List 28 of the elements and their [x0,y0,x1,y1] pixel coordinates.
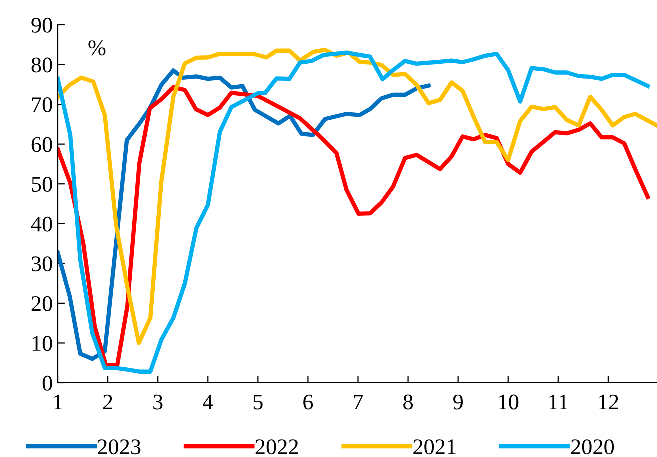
x-tick-label: 11 [550,394,568,410]
x-tick-label: 10 [499,394,519,410]
legend-label: 2020 [571,440,614,455]
x-tick-label: 4 [203,394,214,410]
x-tick-label: 8 [404,394,413,410]
x-tick-label: 9 [453,394,463,410]
x-tick-label: 3 [154,394,163,410]
y-tick-label: 40 [31,216,52,232]
y-tick-label: 30 [32,256,52,272]
x-tick-label: 5 [254,394,263,410]
y-tick-label: 0 [42,376,52,391]
y-tick-label: 50 [32,177,52,192]
y-tick-label: 70 [32,97,52,112]
legend-label: 2022 [256,440,298,455]
legend-label: 2023 [98,440,141,455]
legend-label: 2021 [414,440,456,455]
x-tick-label: 1 [54,394,62,410]
y-tick-label: 20 [32,296,52,312]
x-tick-label: 6 [304,394,314,410]
y-tick-label: 90 [32,18,52,33]
x-tick-label: 12 [599,394,618,410]
x-tick-label: 2 [103,394,112,410]
y-tick-label: 10 [32,336,52,352]
x-tick-label: 7 [354,394,364,410]
line-series [58,68,431,362]
y-tick-label: 80 [32,58,52,73]
y-axis-title: % [88,40,106,56]
y-tick-label: 60 [32,137,52,152]
